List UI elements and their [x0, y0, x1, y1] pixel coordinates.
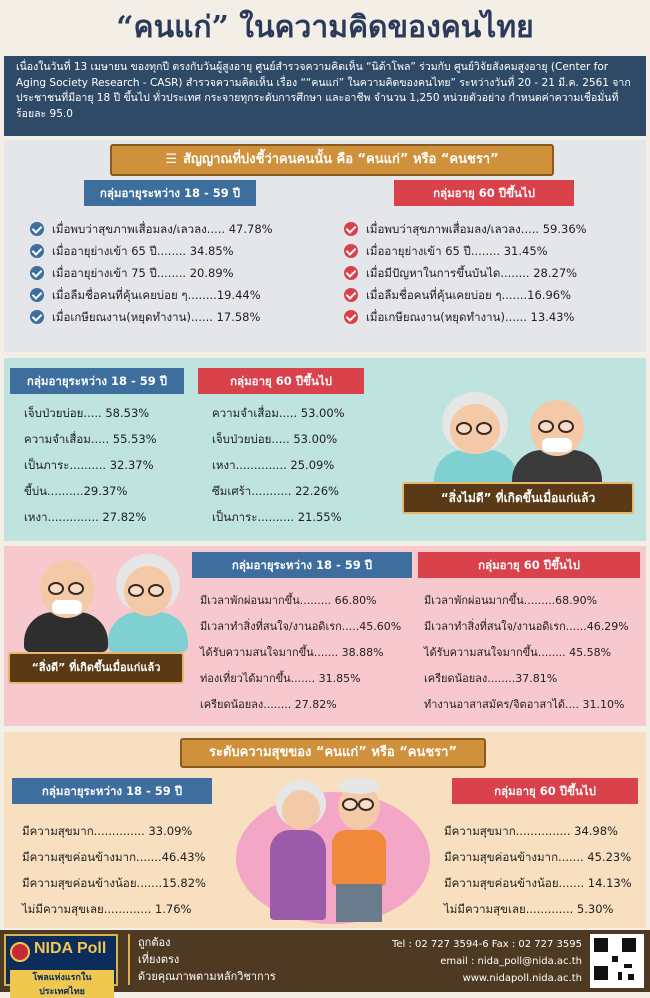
signs-banner: ☰ สัญญาณที่บ่งชี้ว่าคนคนนั้น คือ “คนแก่” … — [110, 144, 554, 176]
contact-phone: Tel : 02 727 3594-6 Fax : 02 727 3595 — [391, 939, 582, 950]
list-item: เมื่อเกษียณงาน(หยุดทำงาน)...... 13.43% — [344, 306, 587, 328]
list-item: เมื่ออายุย่างเข้า 65 ปี........ 31.45% — [344, 240, 587, 262]
check-icon — [30, 309, 44, 324]
check-icon — [30, 287, 44, 302]
list-item: มีเวลาพักผ่อนมากขึ้น......... 66.80% — [200, 594, 377, 607]
happy-elderly-couple-illustration — [18, 552, 190, 652]
age-60-plus-header: กลุ่มอายุ 60 ปีขึ้นไป — [418, 552, 640, 578]
list-item: มีความสุขค่อนข้างน้อย....... 14.13% — [444, 876, 632, 890]
signs-section: ☰ สัญญาณที่บ่งชี้ว่าคนคนนั้น คือ “คนแก่” … — [4, 140, 646, 352]
check-icon — [344, 265, 358, 280]
list-item: เครียดน้อยลง........ 27.82% — [200, 698, 337, 711]
list-item: เหงา.............. 27.82% — [24, 510, 147, 524]
age-60-plus-header: กลุ่มอายุ 60 ปีขึ้นไป — [198, 368, 364, 394]
check-icon — [30, 243, 44, 258]
list-item: มีความสุขค่อนข้างมาก....... 45.23% — [444, 850, 632, 864]
age-60-plus-header: กลุ่มอายุ 60 ปีขึ้นไป — [394, 180, 574, 206]
list-item: เมื่อลืมชื่อคนที่คุ้นเคยบ่อย ๆ........19… — [30, 284, 273, 306]
list-item: เป็นภาระ.......... 21.55% — [212, 510, 342, 524]
list-item: เมื่อลืมชื่อคนที่คุ้นเคยบ่อย ๆ.......16.… — [344, 284, 587, 306]
list-item: ขี้บ่น..........29.37% — [24, 484, 128, 498]
contact-info: Tel : 02 727 3594-6 Fax : 02 727 3595 em… — [392, 936, 582, 987]
list-item: เมื่อพบว่าสุขภาพเสื่อมลง/เลวลง..... 59.3… — [344, 218, 587, 240]
age-18-59-header: กลุ่มอายุระหว่าง 18 - 59 ปี — [12, 778, 212, 804]
list-item: เครียดน้อยลง........37.81% — [424, 672, 558, 685]
list-item: ความจำเสื่อม..... 53.00% — [212, 406, 345, 420]
list-item: ซึมเศร้า........... 22.26% — [212, 484, 339, 498]
list-item: เป็นภาระ.......... 32.37% — [24, 458, 154, 472]
list-item: ไม่มีความสุขเลย............. 1.76% — [22, 902, 192, 916]
signs-list-18-59: เมื่อพบว่าสุขภาพเสื่อมลง/เลวลง..... 47.7… — [30, 218, 273, 328]
list-item: เมื่อเกษียณงาน(หยุดทำงาน)...... 17.58% — [30, 306, 273, 328]
age-60-plus-header: กลุ่มอายุ 60 ปีขึ้นไป — [452, 778, 638, 804]
list-item: เจ็บป่วยบ่อย..... 53.00% — [212, 432, 338, 446]
list-item: เมื่ออายุย่างเข้า 65 ปี........ 34.85% — [30, 240, 273, 262]
happiness-list-18-59: มีความสุขมาก.............. 33.09% มีความ… — [22, 818, 206, 922]
signs-list-60-plus: เมื่อพบว่าสุขภาพเสื่อมลง/เลวลง..... 59.3… — [344, 218, 587, 328]
check-icon — [30, 265, 44, 280]
good-things-label: “สิ่งดี” ที่เกิดขึ้นเมื่อแก่แล้ว — [8, 652, 184, 684]
happiness-section: ระดับความสุขของ “คนแก่” หรือ “คนชรา” กลุ… — [4, 732, 646, 928]
happiness-banner: ระดับความสุขของ “คนแก่” หรือ “คนชรา” — [180, 738, 486, 768]
list-item: มีเวลาพักผ่อนมากขึ้น.........68.90% — [424, 594, 598, 607]
check-icon — [344, 243, 358, 258]
list-item: มีความสุขมาก.............. 33.09% — [22, 824, 193, 838]
list-item: ไม่มีความสุขเลย............. 5.30% — [444, 902, 614, 916]
bad-things-list-60-plus: ความจำเสื่อม..... 53.00% เจ็บป่วยบ่อย...… — [212, 400, 345, 530]
logo-name: NIDA Poll — [34, 940, 107, 957]
age-18-59-header: กลุ่มอายุระหว่าง 18 - 59 ปี — [192, 552, 412, 578]
list-item: เมื่อพบว่าสุขภาพเสื่อมลง/เลวลง..... 47.7… — [30, 218, 273, 240]
list-item: ท่องเที่ยวได้มากขึ้น....... 31.85% — [200, 672, 361, 685]
list-item: เจ็บป่วยบ่อย..... 58.53% — [24, 406, 150, 420]
sad-elderly-couple-illustration — [404, 378, 640, 528]
list-item: ความจำเสื่อม..... 55.53% — [24, 432, 157, 446]
check-icon — [344, 309, 358, 324]
list-item: เมื่อมีปัญหาในการขึ้นบันได........ 28.27… — [344, 262, 587, 284]
motto: ถูกต้อง เที่ยงตรง ด้วยคุณภาพตามหลักวิชาก… — [128, 934, 276, 985]
qr-code-icon[interactable] — [590, 934, 644, 988]
check-icon — [344, 221, 358, 236]
happiness-list-60-plus: มีความสุขมาก............... 34.98% มีควา… — [444, 818, 632, 922]
page-title: “คนแก่” ในความคิดของคนไทย — [116, 10, 534, 45]
nida-poll-logo: NIDA Poll โพลแห่งแรกในประเทศไทย — [4, 934, 118, 998]
intro-paragraph: เนื่องในวันที่ 13 เมษายน ของทุกปี ตรงกับ… — [4, 56, 646, 136]
bad-things-list-18-59: เจ็บป่วยบ่อย..... 58.53% ความจำเสื่อม...… — [24, 400, 157, 530]
dancing-elderly-couple-illustration — [230, 772, 436, 924]
contact-email[interactable]: email : nida_poll@nida.ac.th — [440, 956, 582, 967]
list-item: ได้รับความสนใจมากขึ้น........ 45.58% — [424, 646, 612, 659]
check-icon — [344, 287, 358, 302]
good-things-list-60-plus: มีเวลาพักผ่อนมากขึ้น.........68.90% มีเว… — [424, 588, 629, 718]
good-things-section: “สิ่งดี” ที่เกิดขึ้นเมื่อแก่แล้ว กลุ่มอา… — [4, 546, 646, 726]
list-item: มีความสุขค่อนข้างน้อย.......15.82% — [22, 876, 206, 890]
list-item: เมื่ออายุย่างเข้า 75 ปี........ 20.89% — [30, 262, 273, 284]
list-item: ได้รับความสนใจมากขึ้น....... 38.88% — [200, 646, 384, 659]
logo-subtitle: โพลแห่งแรกในประเทศไทย — [10, 970, 114, 998]
bad-things-label: “สิ่งไม่ดี” ที่เกิดขึ้นเมื่อแก่แล้ว — [402, 482, 634, 514]
wifi-icon: ☰ — [165, 152, 177, 167]
list-item: ทำงานอาสาสมัคร/จิตอาสาได้.... 31.10% — [424, 698, 625, 711]
good-things-list-18-59: มีเวลาพักผ่อนมากขึ้น......... 66.80% มีเ… — [200, 588, 401, 718]
signs-banner-text: สัญญาณที่บ่งชี้ว่าคนคนนั้น คือ “คนแก่” ห… — [183, 152, 499, 167]
check-icon — [30, 221, 44, 236]
list-item: มีเวลาทำสิ่งที่สนใจ/งานอดิเรก.....45.60% — [200, 620, 402, 633]
footer: NIDA Poll โพลแห่งแรกในประเทศไทย ถูกต้อง … — [0, 930, 650, 998]
age-18-59-header: กลุ่มอายุระหว่าง 18 - 59 ปี — [10, 368, 184, 394]
list-item: มีความสุขมาก............... 34.98% — [444, 824, 618, 838]
list-item: มีเวลาทำสิ่งที่สนใจ/งานอดิเรก......46.29… — [424, 620, 629, 633]
bad-things-section: กลุ่มอายุระหว่าง 18 - 59 ปี กลุ่มอายุ 60… — [4, 358, 646, 541]
age-18-59-header: กลุ่มอายุระหว่าง 18 - 59 ปี — [84, 180, 256, 206]
list-item: มีความสุขค่อนข้างมาก.......46.43% — [22, 850, 206, 864]
nida-emblem-icon — [10, 942, 30, 962]
contact-website[interactable]: www.nidapoll.nida.ac.th — [462, 973, 582, 984]
list-item: เหงา.............. 25.09% — [212, 458, 335, 472]
